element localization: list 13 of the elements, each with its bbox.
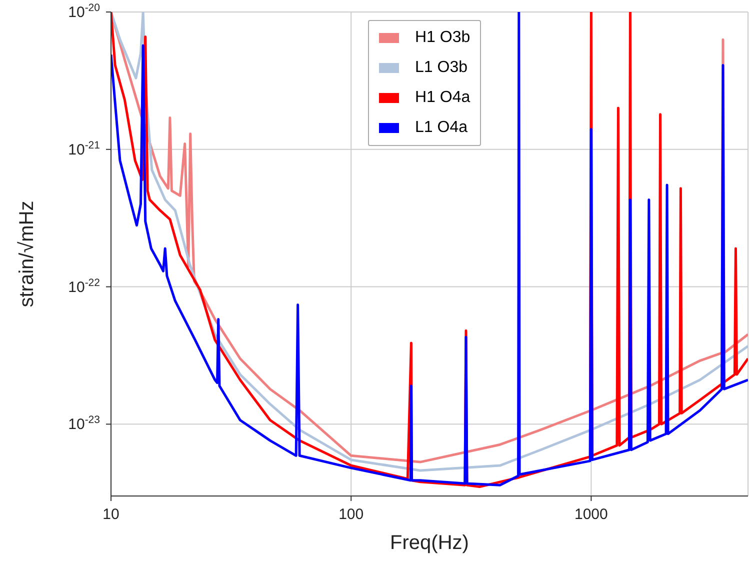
legend-label: H1 O4a bbox=[415, 89, 470, 107]
x-axis-title: Freq(Hz) bbox=[390, 532, 469, 554]
x-tick-label: 1000 bbox=[574, 506, 608, 523]
y-tick-label: 10$^{-23}$ bbox=[68, 414, 100, 434]
legend-label: L1 O4a bbox=[415, 119, 468, 137]
x-tick-label: 100 bbox=[338, 506, 364, 523]
legend-label: L1 O3b bbox=[415, 59, 468, 77]
legend-label: H1 O3b bbox=[415, 29, 470, 47]
y-tick-label: 10$^{-20}$ bbox=[68, 2, 100, 21]
y-axis-title: strain/√mHz bbox=[16, 200, 38, 308]
y-tick-label: 10$^{-22}$ bbox=[68, 276, 100, 296]
y-tick-label: 10$^{-21}$ bbox=[68, 139, 100, 158]
x-tick-label: 10 bbox=[102, 506, 120, 523]
